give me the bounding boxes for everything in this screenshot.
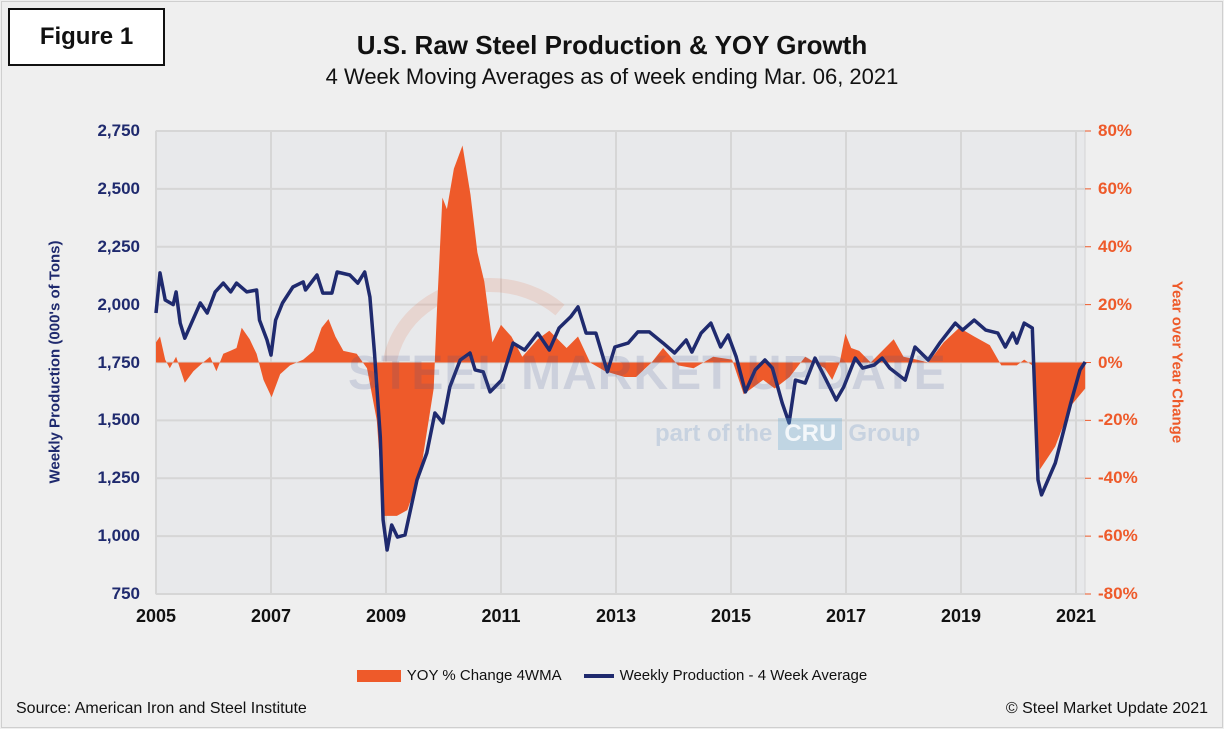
x-tick-label: 2019 [940,606,982,626]
y-right-tick-label: 0% [1098,352,1123,372]
legend-item-production: Weekly Production - 4 Week Average [583,667,868,684]
chart-subtitle: 4 Week Moving Averages as of week ending… [325,64,899,89]
legend-item-yoy: YOY % Change 4WMA [356,667,562,684]
x-tick-label: 2007 [250,606,292,626]
figure-label: Figure 1 [8,8,165,66]
y-right-tick-label: -40% [1098,468,1138,488]
y-right-tick-label: 80% [1098,121,1133,140]
y-axis-right-label: Year over Year Change [1168,280,1186,444]
y-left-tick-label: 1,000 [97,526,140,546]
x-tick-label: 2015 [710,606,752,626]
y-right-tick-label: -20% [1098,410,1138,430]
watermark-prefix: part of the [655,420,773,447]
watermark-suffix: Group [848,420,921,447]
legend-label-production: Weekly Production - 4 Week Average [619,667,868,684]
y-left-tick-label: 2,250 [97,236,140,256]
y-left-tick-label: 1,750 [97,352,140,372]
y-left-tick-label: 750 [111,584,140,603]
x-tick-label: 2017 [825,606,867,626]
x-tick-label: 2021 [1055,606,1097,626]
legend-swatch-production [583,673,614,678]
x-tick-label: 2013 [595,606,637,626]
y-left-tick-label: 1,500 [97,410,140,430]
watermark-brand: STEEL MARKET UPDATE [348,347,947,400]
y-left-tick-label: 2,500 [97,178,140,198]
chart-title: U.S. Raw Steel Production & YOY Growth [356,30,868,60]
x-tick-label: 2011 [481,606,521,626]
legend-label-yoy: YOY % Change 4WMA [406,667,562,684]
source-note: Source: American Iron and Steel Institut… [16,700,307,717]
x-tick-label: 2009 [365,606,407,626]
y-axis-left-label: Weekly Production (000's of Tons) [46,240,64,484]
y-left-tick-label: 1,250 [97,468,140,488]
y-right-tick-label: 40% [1098,236,1133,256]
y-right-tick-label: 20% [1098,294,1133,314]
production-line [154,270,1087,552]
watermark-group: part of the CRU Group [655,418,920,450]
y-left-tick-label: 2,750 [97,121,140,140]
y-right-tick-label: -60% [1098,526,1138,546]
copyright-note: © Steel Market Update 2021 [1005,700,1208,717]
yoy-area [156,145,1086,516]
y-right-tick-label: -80% [1098,584,1138,603]
legend: YOY % Change 4WMA Weekly Production - 4 … [0,667,1224,684]
y-right-tick-label: 60% [1098,178,1133,198]
y-left-tick-label: 2,000 [97,294,140,314]
legend-swatch-yoy [356,669,401,682]
x-tick-label: 2005 [135,606,177,626]
cru-logo: CRU [778,418,843,450]
